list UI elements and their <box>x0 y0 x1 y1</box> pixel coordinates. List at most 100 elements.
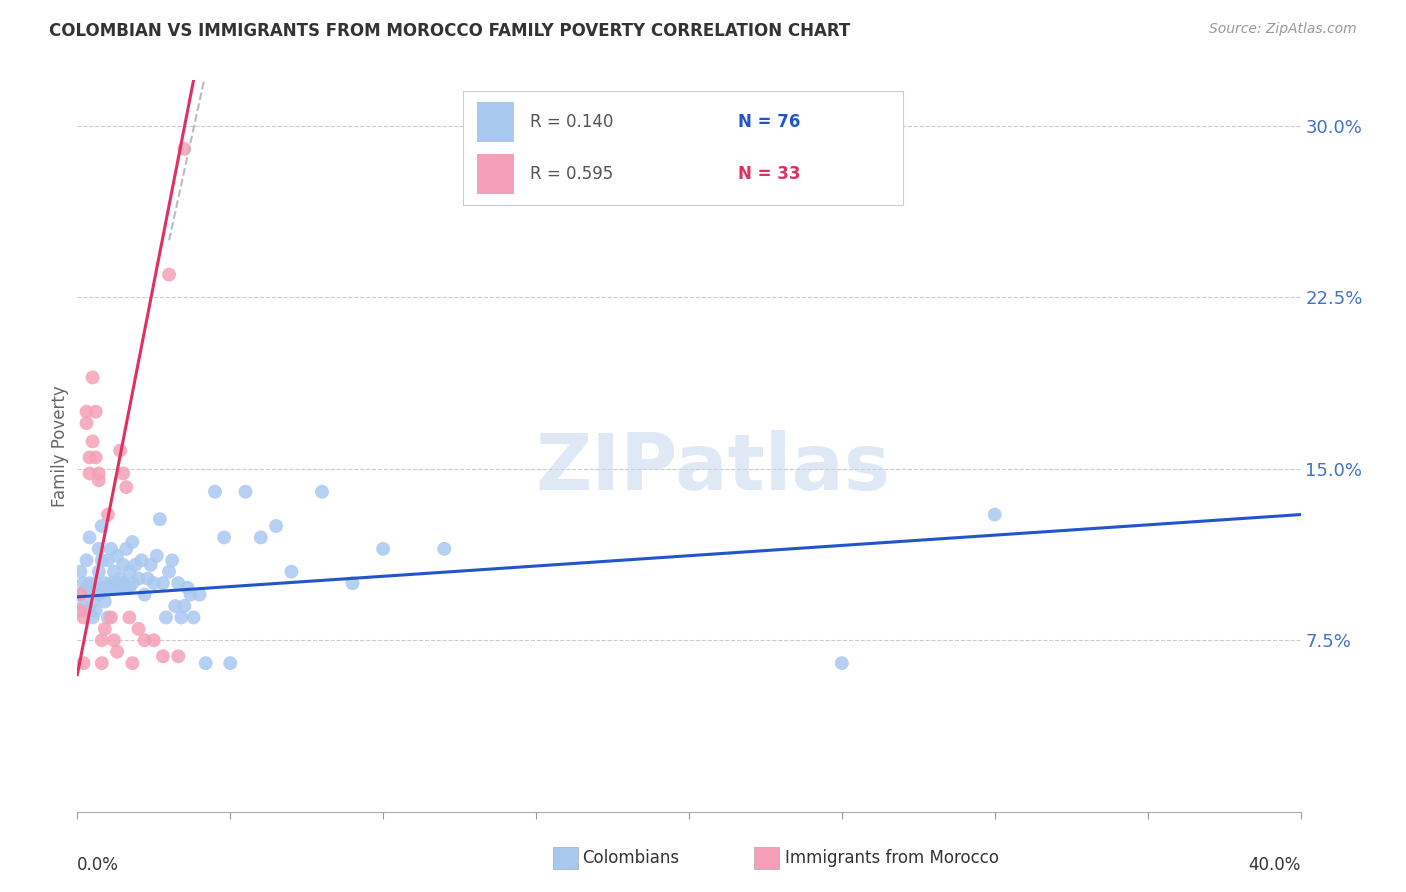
Point <box>160 553 183 567</box>
Point <box>149 512 172 526</box>
Point <box>82 610 104 624</box>
Point <box>82 594 104 608</box>
Point <box>87 467 110 481</box>
Point <box>152 576 174 591</box>
Point <box>118 610 141 624</box>
Point <box>167 576 190 591</box>
Y-axis label: Family Poverty: Family Poverty <box>51 385 69 507</box>
Point <box>121 535 143 549</box>
Point <box>170 610 193 624</box>
Point <box>194 656 217 670</box>
Point <box>108 581 131 595</box>
Point <box>179 588 201 602</box>
Point <box>167 649 190 664</box>
Point <box>76 416 98 430</box>
Point <box>79 603 101 617</box>
Point <box>90 633 112 648</box>
Point <box>79 467 101 481</box>
Point <box>72 576 94 591</box>
Point <box>128 572 150 586</box>
Point <box>115 480 138 494</box>
Point <box>103 581 125 595</box>
Point <box>90 553 112 567</box>
Point <box>128 622 150 636</box>
Point <box>142 633 165 648</box>
Text: N = 76: N = 76 <box>738 113 800 131</box>
Point <box>433 541 456 556</box>
Point <box>173 599 195 613</box>
Point <box>69 588 91 602</box>
Point <box>142 576 165 591</box>
Point <box>219 656 242 670</box>
Point <box>97 553 120 567</box>
Point <box>79 576 101 591</box>
Point <box>831 656 853 670</box>
Point <box>112 467 135 481</box>
Point <box>121 656 143 670</box>
Point <box>250 530 273 544</box>
Point <box>112 576 135 591</box>
Point <box>72 656 94 670</box>
Text: R = 0.595: R = 0.595 <box>530 165 613 183</box>
Point <box>72 599 94 613</box>
Point <box>108 572 131 586</box>
Point <box>100 541 122 556</box>
Point <box>103 565 125 579</box>
Point <box>76 581 98 595</box>
Point <box>311 484 333 499</box>
Text: R = 0.140: R = 0.140 <box>530 113 613 131</box>
Point <box>124 558 146 572</box>
Text: N = 33: N = 33 <box>738 165 800 183</box>
Point <box>280 565 302 579</box>
Point <box>984 508 1007 522</box>
Point <box>173 142 195 156</box>
Point <box>79 450 101 465</box>
Point <box>94 594 117 608</box>
Point <box>90 656 112 670</box>
Point <box>183 610 205 624</box>
Point <box>131 553 153 567</box>
Point <box>87 473 110 487</box>
Point <box>152 649 174 664</box>
Point <box>72 610 94 624</box>
Text: 0.0%: 0.0% <box>77 855 120 873</box>
Point <box>105 645 128 659</box>
Point <box>84 576 107 591</box>
Point <box>134 633 156 648</box>
Point <box>165 599 187 613</box>
Point <box>134 588 156 602</box>
Bar <box>477 102 515 142</box>
Point <box>84 405 107 419</box>
Point <box>100 610 122 624</box>
Point <box>204 484 226 499</box>
Point <box>87 588 110 602</box>
Point <box>108 443 131 458</box>
Point <box>97 581 120 595</box>
Point <box>84 603 107 617</box>
Text: ZIPatlas: ZIPatlas <box>536 430 891 506</box>
Point <box>264 519 287 533</box>
Point <box>103 633 125 648</box>
Point <box>69 588 91 602</box>
Text: COLOMBIAN VS IMMIGRANTS FROM MOROCCO FAMILY POVERTY CORRELATION CHART: COLOMBIAN VS IMMIGRANTS FROM MOROCCO FAM… <box>49 22 851 40</box>
Point <box>155 610 177 624</box>
Point <box>76 405 98 419</box>
Point <box>235 484 257 499</box>
Point <box>105 549 128 563</box>
Point <box>84 450 107 465</box>
Point <box>371 541 394 556</box>
FancyBboxPatch shape <box>463 91 903 204</box>
Point <box>112 558 135 572</box>
Text: 40.0%: 40.0% <box>1249 855 1301 873</box>
Point <box>90 581 112 595</box>
Point <box>100 576 122 591</box>
Point <box>115 541 138 556</box>
Point <box>146 549 169 563</box>
Point <box>188 588 211 602</box>
Point <box>97 508 120 522</box>
Point <box>87 541 110 556</box>
Point <box>118 565 141 579</box>
Point <box>342 576 364 591</box>
Text: Colombians: Colombians <box>582 849 679 867</box>
Point <box>69 603 91 617</box>
